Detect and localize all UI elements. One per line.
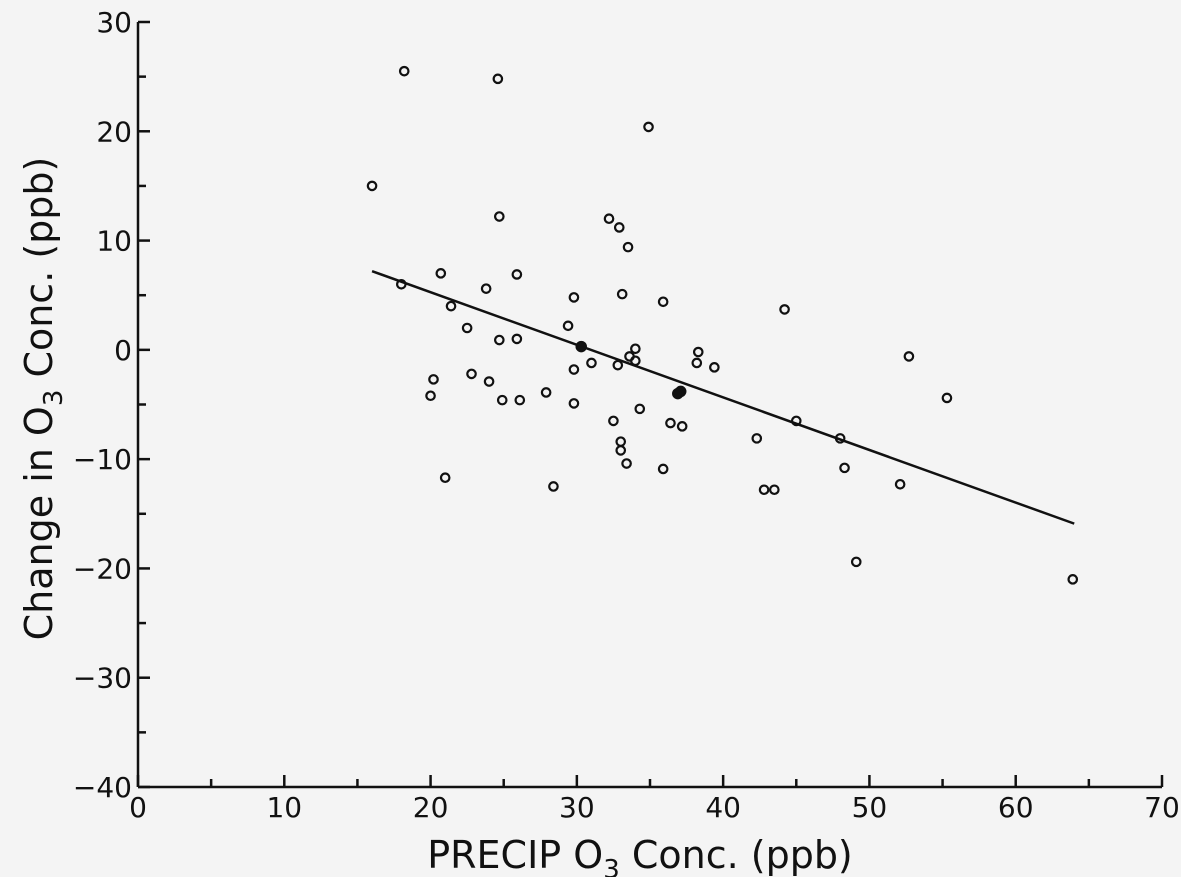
x-tick-label: 20 <box>413 791 449 824</box>
y-axis-title: Change in O3 Conc. (ppb) <box>17 157 69 641</box>
data-point <box>769 484 780 496</box>
data-point <box>839 462 850 474</box>
x-axis-title: PRECIP O3 Conc. (ppb) <box>427 833 853 877</box>
data-point <box>445 300 457 312</box>
data-point <box>751 433 763 444</box>
data-point <box>665 417 676 429</box>
y-tick-label: −20 <box>73 552 132 585</box>
y-axis-title-post: Conc. (ppb) <box>17 157 61 390</box>
data-point <box>540 387 552 398</box>
y-axis-title-pre: Change in O <box>17 406 61 640</box>
data-point <box>691 357 703 369</box>
y-tick-label: −10 <box>73 443 132 476</box>
data-point <box>758 484 770 496</box>
data-point <box>514 394 526 406</box>
axes <box>136 22 1162 789</box>
data-point <box>428 374 439 385</box>
y-tick-label: 0 <box>114 334 132 367</box>
x-tick-label: 70 <box>1144 791 1180 824</box>
data-point <box>643 121 654 133</box>
x-tick-label: 0 <box>129 791 147 824</box>
data-point-filled <box>672 387 684 400</box>
data-point <box>657 296 669 308</box>
x-tick-label: 50 <box>852 791 888 824</box>
trendline <box>371 269 1075 525</box>
data-point <box>692 346 704 358</box>
x-tick-label: 40 <box>705 791 741 824</box>
x-axis-title-pre: PRECIP O <box>427 833 603 877</box>
data-point <box>630 355 641 367</box>
data-point <box>466 368 477 380</box>
data-point <box>790 415 802 427</box>
y-axis-title-sub: 3 <box>39 390 69 407</box>
data-point <box>622 241 634 253</box>
data-point <box>613 222 625 233</box>
data-point <box>562 320 574 332</box>
data-point <box>425 390 436 402</box>
data-point <box>608 415 619 427</box>
data-point <box>480 283 492 294</box>
data-point <box>396 278 407 290</box>
y-tick-label: −40 <box>73 771 132 804</box>
data-point <box>1067 574 1079 585</box>
data-point <box>568 292 580 303</box>
data-point <box>568 364 580 375</box>
x-axis-title-post: Conc. (ppb) <box>620 833 853 877</box>
data-point <box>850 556 862 568</box>
data-point <box>834 433 846 444</box>
data-point <box>621 458 632 469</box>
data-point <box>586 357 597 369</box>
data-point <box>435 268 447 279</box>
data-point <box>634 403 646 415</box>
data-points <box>366 65 1079 585</box>
data-point <box>461 322 473 334</box>
data-point <box>496 394 508 406</box>
data-point <box>511 333 523 345</box>
data-point <box>398 65 410 77</box>
x-tick-label: 30 <box>559 791 595 824</box>
data-point <box>494 334 505 346</box>
data-point <box>657 463 669 475</box>
data-point <box>630 343 641 355</box>
y-tick-label: 10 <box>96 225 132 258</box>
data-point <box>603 213 615 225</box>
data-point <box>511 269 523 280</box>
data-point <box>779 304 790 315</box>
data-point <box>494 211 505 222</box>
data-point <box>903 351 915 362</box>
tick-labels: 0 10 20 30 40 50 60 70 30 20 10 0 −10 −20 −30 −40 <box>73 6 1180 824</box>
data-point <box>615 436 627 447</box>
data-point <box>568 398 580 409</box>
data-point <box>492 73 504 85</box>
data-point <box>483 376 495 387</box>
y-tick-label: −30 <box>73 662 132 695</box>
data-point-filled <box>575 340 587 353</box>
data-point <box>676 421 688 432</box>
y-tick-label: 30 <box>96 6 132 39</box>
data-point <box>612 359 624 371</box>
data-point <box>615 445 627 456</box>
data-point <box>941 392 953 404</box>
data-point <box>616 288 628 300</box>
y-tick-label: 20 <box>96 115 132 148</box>
data-point <box>366 180 378 192</box>
x-tick-label: 10 <box>266 791 302 824</box>
data-point <box>439 472 451 484</box>
ticks <box>136 20 1164 789</box>
x-axis-title-sub: 3 <box>603 855 620 877</box>
x-tick-label: 60 <box>998 791 1034 824</box>
data-point <box>709 362 720 373</box>
data-point <box>894 478 906 490</box>
data-point <box>548 481 559 492</box>
